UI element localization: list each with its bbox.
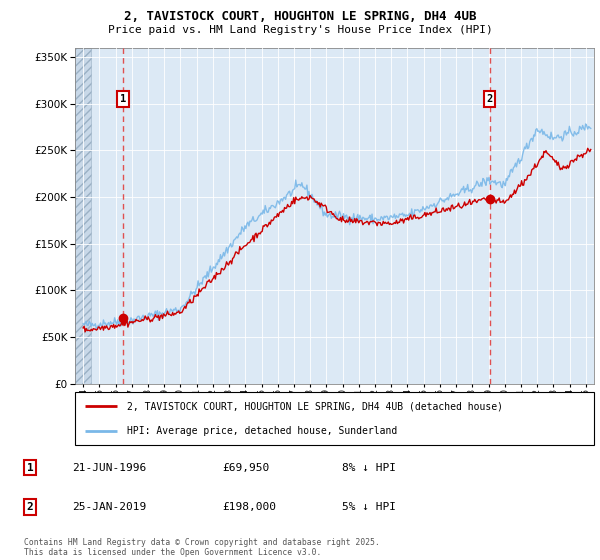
Text: 1: 1 [26, 463, 34, 473]
Text: 25-JAN-2019: 25-JAN-2019 [72, 502, 146, 512]
Text: 2, TAVISTOCK COURT, HOUGHTON LE SPRING, DH4 4UB: 2, TAVISTOCK COURT, HOUGHTON LE SPRING, … [124, 10, 476, 22]
FancyBboxPatch shape [75, 392, 594, 445]
Text: HPI: Average price, detached house, Sunderland: HPI: Average price, detached house, Sund… [127, 426, 397, 436]
Bar [75, 48, 91, 384]
Text: Contains HM Land Registry data © Crown copyright and database right 2025.
This d: Contains HM Land Registry data © Crown c… [24, 538, 380, 557]
Text: 2: 2 [487, 94, 493, 104]
Text: Price paid vs. HM Land Registry's House Price Index (HPI): Price paid vs. HM Land Registry's House … [107, 25, 493, 35]
Text: 2: 2 [26, 502, 34, 512]
Text: 8% ↓ HPI: 8% ↓ HPI [342, 463, 396, 473]
Text: 5% ↓ HPI: 5% ↓ HPI [342, 502, 396, 512]
Text: 21-JUN-1996: 21-JUN-1996 [72, 463, 146, 473]
Text: 2, TAVISTOCK COURT, HOUGHTON LE SPRING, DH4 4UB (detached house): 2, TAVISTOCK COURT, HOUGHTON LE SPRING, … [127, 402, 503, 412]
Text: 1: 1 [120, 94, 126, 104]
Text: £69,950: £69,950 [222, 463, 269, 473]
Text: £198,000: £198,000 [222, 502, 276, 512]
